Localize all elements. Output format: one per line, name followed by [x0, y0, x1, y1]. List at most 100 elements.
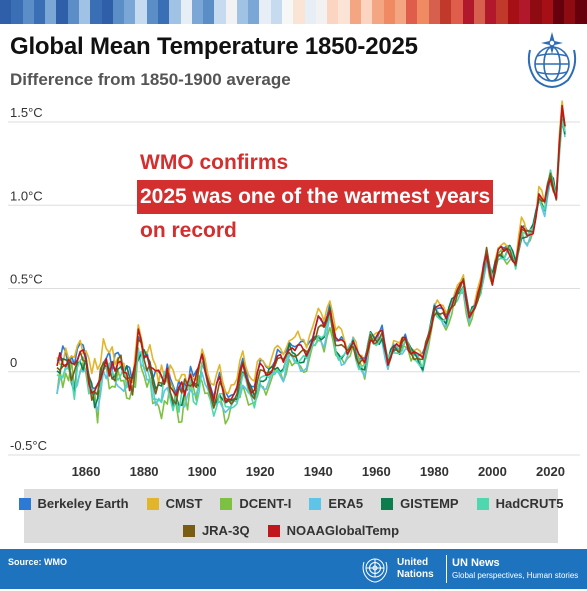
legend-swatch: [476, 497, 489, 510]
warming-stripe: [33, 0, 46, 24]
x-tick-label: 1960: [362, 464, 391, 479]
footer-bar: Source: WMO United Nations UN News Globa…: [0, 549, 587, 589]
page-subtitle: Difference from 1850-1900 average: [10, 70, 291, 89]
warming-stripe: [541, 0, 553, 24]
legend-item: HadCRUT5: [476, 496, 564, 511]
y-tick-label: -0.5°C: [10, 438, 47, 453]
legend-item: DCENT-I: [220, 496, 291, 511]
warming-stripe: [259, 0, 271, 24]
x-tick-label: 2020: [536, 464, 565, 479]
legend-row-2: JRA-3Q NOAAGlobalTemp: [24, 523, 558, 538]
warming-stripe: [473, 0, 486, 24]
legend-label: CMST: [165, 496, 203, 511]
warming-stripe: [315, 0, 328, 24]
warming-stripe: [304, 0, 316, 24]
warming-stripe: [101, 0, 113, 24]
warming-stripe: [0, 0, 12, 24]
x-tick-label: 1860: [72, 464, 101, 479]
warming-stripe: [293, 0, 305, 24]
y-tick-label: 1.5°C: [10, 105, 43, 120]
warming-stripe: [180, 0, 192, 24]
legend-label: ERA5: [328, 496, 364, 511]
legend-swatch: [182, 524, 195, 537]
warming-stripe: [169, 0, 181, 24]
footer-divider: [446, 555, 447, 583]
y-tick-label: 0: [10, 355, 17, 370]
warming-stripe: [349, 0, 361, 24]
warming-stripe: [203, 0, 215, 24]
page-title: Global Mean Temperature 1850-2025: [10, 33, 418, 60]
warming-stripe: [56, 0, 68, 24]
warming-stripe: [406, 0, 418, 24]
warming-stripe: [146, 0, 158, 24]
legend-row-1: Berkeley Earth CMST DCENT-I ERA5 GISTEMP HadC…: [18, 496, 564, 511]
legend-label: DCENT-I: [239, 496, 292, 511]
legend-item: ERA5: [309, 496, 363, 511]
warming-stripe: [575, 0, 587, 24]
warming-stripe: [124, 0, 136, 24]
warming-stripe: [112, 0, 125, 24]
y-axis-labels: -0.5°C 0 0.5°C 1.0°C 1.5°C: [10, 105, 47, 453]
legend-item: GISTEMP: [381, 496, 459, 511]
callout-line-1: WMO confirms: [140, 151, 289, 174]
warming-stripe: [564, 0, 576, 24]
warming-stripe: [225, 0, 237, 24]
wmo-emblem-icon: [527, 32, 577, 88]
series-line-hadcrut5: [56, 120, 566, 417]
warming-stripe: [496, 0, 508, 24]
legend-swatch: [146, 497, 159, 510]
callout-line-3: on record: [140, 219, 237, 242]
warming-stripe: [439, 0, 452, 24]
warming-stripe: [338, 0, 350, 24]
legend-item: Berkeley Earth: [18, 496, 129, 511]
y-tick-label: 1.0°C: [10, 188, 43, 203]
legend-item: JRA-3Q: [182, 523, 250, 538]
warming-stripe: [394, 0, 407, 24]
warming-stripe: [451, 0, 463, 24]
legend-item: NOAAGlobalTemp: [267, 523, 400, 538]
warming-stripe: [530, 0, 542, 24]
legend-swatch: [309, 497, 322, 510]
warming-stripe: [45, 0, 57, 24]
legend-swatch: [267, 524, 280, 537]
legend-label: NOAAGlobalTemp: [286, 523, 400, 538]
warming-stripe: [214, 0, 226, 24]
warming-stripe: [361, 0, 373, 24]
legend-swatch: [220, 497, 233, 510]
warming-stripe: [518, 0, 531, 24]
chart-series: [56, 100, 566, 425]
legend-label: HadCRUT5: [495, 496, 564, 511]
x-tick-label: 1920: [246, 464, 275, 479]
warming-stripe: [372, 0, 384, 24]
warming-stripe: [191, 0, 204, 24]
warming-stripe: [428, 0, 440, 24]
warming-stripe: [78, 0, 91, 24]
un-name-line-2: Nations: [397, 569, 434, 580]
x-tick-label: 1900: [188, 464, 217, 479]
warming-stripe: [327, 0, 339, 24]
x-axis-labels: 1860 1880 1900 1920 1940 1960 1980 2000 2020: [72, 464, 565, 479]
warming-stripe: [270, 0, 283, 24]
callout-line-2: 2025 was one of the warmest years: [137, 180, 494, 214]
warming-stripe: [552, 0, 565, 24]
warming-stripe: [157, 0, 170, 24]
un-emblem-icon: [362, 558, 388, 583]
legend-swatch: [381, 497, 394, 510]
series-line-noaaglobaltemp: [56, 104, 566, 403]
warming-stripe: [236, 0, 249, 24]
warming-stripe: [90, 0, 102, 24]
warming-stripes: [0, 0, 587, 24]
warming-stripe: [485, 0, 497, 24]
warming-stripe: [67, 0, 79, 24]
warming-stripe: [11, 0, 23, 24]
legend-item: CMST: [146, 496, 203, 511]
callout-box: WMO confirms 2025 was one of the warmest…: [137, 146, 494, 248]
x-tick-label: 1880: [130, 464, 159, 479]
warming-stripe: [507, 0, 519, 24]
un-news-label: UN News: [452, 557, 500, 569]
un-name-line-1: United: [397, 557, 429, 568]
warming-stripe: [282, 0, 294, 24]
x-tick-label: 2000: [478, 464, 507, 479]
warming-stripe: [462, 0, 474, 24]
source-label: Source: WMO: [8, 557, 68, 567]
